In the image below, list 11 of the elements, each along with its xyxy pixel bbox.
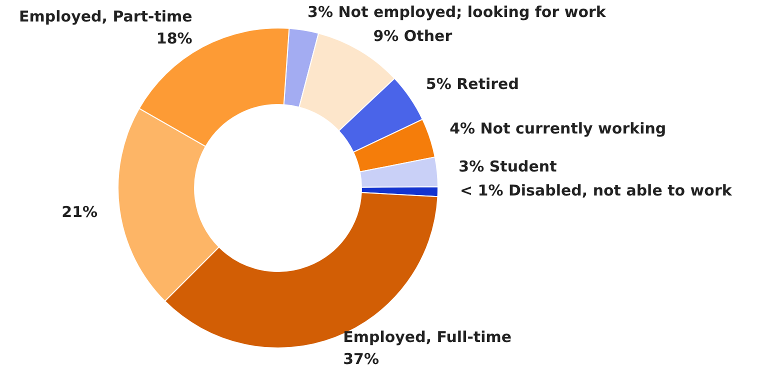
slice-label: < 1% Disabled, not able to work	[460, 181, 733, 200]
data-label: 21%	[62, 203, 98, 222]
data-label: 18%	[156, 29, 192, 48]
slice-label: Employed, Full-time	[343, 328, 512, 346]
slice-label: 3% Student	[458, 157, 557, 176]
data-label: 37%	[343, 350, 379, 368]
slice-label: 5% Retired	[426, 75, 519, 94]
slice-label: Employed, Part-time	[19, 7, 192, 26]
slice-label: 3% Not employed; looking for work	[308, 3, 607, 21]
slice-label: 4% Not currently working	[450, 119, 666, 138]
slice-label: 9% Other	[373, 27, 453, 45]
